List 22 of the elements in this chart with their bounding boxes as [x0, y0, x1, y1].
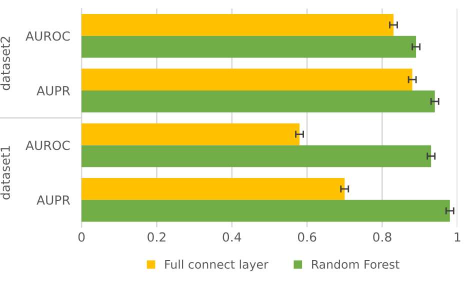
x-tick-label: 0.6 — [298, 232, 316, 242]
x-tick-label: 0 — [78, 232, 85, 242]
bar — [82, 178, 345, 200]
bar — [82, 200, 450, 222]
x-tick-label: 1 — [454, 232, 460, 242]
y-tick-label: AUROC — [26, 140, 70, 150]
x-tick-label: 0.8 — [373, 232, 392, 242]
y-tick-label: AUPR — [36, 86, 70, 96]
x-tick-label: 0.4 — [222, 232, 242, 242]
bar — [82, 123, 300, 146]
legend-label: Random Forest — [312, 260, 400, 269]
text: dataset1 — [0, 146, 10, 200]
x-tick-label: 0.2 — [148, 232, 166, 242]
bar — [82, 14, 394, 36]
bar — [82, 36, 416, 58]
y-tick-label: AUROC — [26, 31, 70, 41]
legend-label: Full connect layer — [165, 260, 268, 272]
y-tick-label: AUPR — [36, 196, 70, 205]
bar — [82, 68, 412, 91]
bar — [82, 145, 432, 168]
text: dataset2 — [0, 36, 10, 90]
bar — [82, 90, 435, 112]
